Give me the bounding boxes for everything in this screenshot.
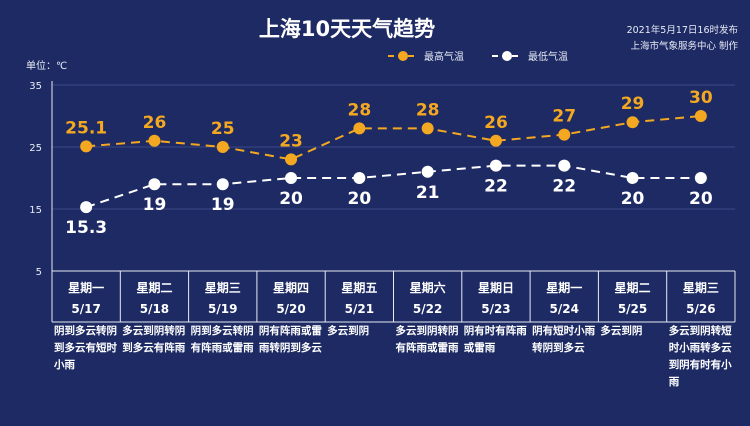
y-tick-label: 35 bbox=[29, 81, 42, 92]
data-label: 20 bbox=[348, 189, 372, 209]
y-tick-label: 25 bbox=[29, 143, 42, 154]
date-label: 5/26 bbox=[686, 302, 715, 316]
date-label: 5/21 bbox=[345, 302, 374, 316]
forecast-description: 多云到阴 bbox=[600, 325, 643, 337]
publish-time: 2021年5月17日16时发布 bbox=[627, 24, 738, 36]
data-point bbox=[148, 134, 161, 147]
data-label: 28 bbox=[348, 100, 372, 120]
data-label: 30 bbox=[689, 88, 713, 108]
series: 25.1 26 25 23 28 28 26 27 29 30 15.3 19 19 20 20 21 22 22… bbox=[65, 88, 713, 238]
y-tick-label: 15 bbox=[29, 205, 42, 216]
forecast-description: 阴有阵雨或雷雨转阴到多云 bbox=[258, 325, 322, 354]
series-line-high bbox=[86, 115, 701, 161]
data-label: 19 bbox=[143, 195, 167, 215]
data-point bbox=[353, 122, 366, 135]
data-point bbox=[558, 159, 571, 172]
weekday-label: 星期六 bbox=[410, 280, 446, 295]
weekday-label: 星期四 bbox=[273, 280, 309, 295]
data-label: 25 bbox=[211, 119, 235, 139]
date-label: 5/19 bbox=[208, 302, 237, 316]
data-point bbox=[80, 140, 93, 153]
weekday-label: 星期二 bbox=[615, 280, 651, 295]
data-point bbox=[694, 172, 707, 184]
data-label: 21 bbox=[416, 183, 440, 203]
data-point bbox=[353, 172, 366, 184]
data-label: 22 bbox=[484, 177, 508, 197]
date-label: 5/23 bbox=[481, 302, 510, 316]
legend: 最高气温 最低气温 bbox=[388, 50, 568, 63]
forecast-description: 阴有时有阵雨或雷雨 bbox=[463, 325, 527, 354]
data-point bbox=[285, 172, 298, 184]
data-point bbox=[694, 110, 707, 122]
data-label: 20 bbox=[689, 189, 713, 209]
day-columns: 星期一 5/17 星期二 5/18 星期三 5/19 星期四 5/20 星期五 5/21 星期六 5/… bbox=[51, 270, 736, 323]
weekday-label: 星期一 bbox=[546, 280, 582, 295]
data-point bbox=[148, 178, 161, 191]
data-point bbox=[489, 134, 502, 147]
legend-low-label: 最低气温 bbox=[528, 50, 568, 63]
data-label: 20 bbox=[279, 189, 303, 209]
data-point bbox=[558, 128, 571, 141]
legend-high-label: 最高气温 bbox=[424, 50, 464, 63]
data-point bbox=[80, 201, 93, 214]
data-point bbox=[489, 159, 502, 172]
date-label: 5/17 bbox=[71, 302, 100, 316]
grid: 35 25 15 5 bbox=[29, 81, 735, 278]
forecast-description: 多云到阴转阴到多云有阵雨 bbox=[122, 325, 186, 354]
data-label: 26 bbox=[143, 113, 167, 133]
date-label: 5/20 bbox=[276, 302, 305, 316]
forecast-description: 多云到阴转阴有阵雨或雷雨 bbox=[395, 325, 459, 354]
y-tick-label: 5 bbox=[36, 267, 42, 278]
data-point bbox=[626, 116, 639, 129]
data-label: 19 bbox=[211, 195, 235, 215]
data-label: 27 bbox=[552, 107, 576, 127]
weekday-label: 星期三 bbox=[683, 280, 719, 295]
legend-high-marker bbox=[398, 51, 408, 61]
weekday-label: 星期二 bbox=[136, 280, 172, 295]
data-label: 25.1 bbox=[65, 118, 107, 138]
data-point bbox=[216, 178, 229, 191]
data-label: 26 bbox=[484, 113, 508, 133]
weekday-label: 星期五 bbox=[341, 280, 377, 295]
data-point bbox=[626, 172, 639, 184]
date-label: 5/24 bbox=[550, 302, 579, 316]
data-label: 23 bbox=[279, 131, 303, 151]
weekday-label: 星期日 bbox=[478, 280, 514, 295]
date-label: 5/25 bbox=[618, 302, 647, 316]
data-point bbox=[216, 141, 229, 153]
data-point bbox=[421, 165, 434, 178]
data-label: 22 bbox=[552, 177, 576, 197]
data-point bbox=[285, 153, 298, 166]
forecast-description: 多云到阴转短时小雨转多云到阴有时有小雨 bbox=[668, 325, 732, 388]
data-label: 29 bbox=[621, 94, 645, 114]
unit-label: 单位：℃ bbox=[26, 59, 67, 72]
date-label: 5/22 bbox=[413, 302, 442, 316]
date-label: 5/18 bbox=[140, 302, 169, 316]
data-label: 15.3 bbox=[65, 218, 107, 238]
weekday-label: 星期三 bbox=[205, 280, 241, 295]
forecast-description: 阴到多云转阴到多云有短时小雨 bbox=[54, 325, 117, 371]
series-line-low bbox=[85, 164, 701, 209]
chart-title: 上海10天天气趋势 bbox=[259, 17, 435, 41]
data-label: 28 bbox=[416, 100, 440, 120]
forecast-description: 阴有短时小雨转阴到多云 bbox=[532, 325, 596, 354]
data-label: 20 bbox=[621, 189, 645, 209]
weekday-label: 星期一 bbox=[68, 280, 104, 295]
forecast-description: 阴到多云转阴有阵雨或雷雨 bbox=[190, 325, 254, 354]
forecast-description: 多云到阴 bbox=[327, 325, 370, 337]
data-point bbox=[421, 122, 434, 135]
publisher-credit: 上海市气象服务中心 制作 bbox=[630, 40, 738, 52]
legend-low-marker bbox=[502, 51, 512, 61]
